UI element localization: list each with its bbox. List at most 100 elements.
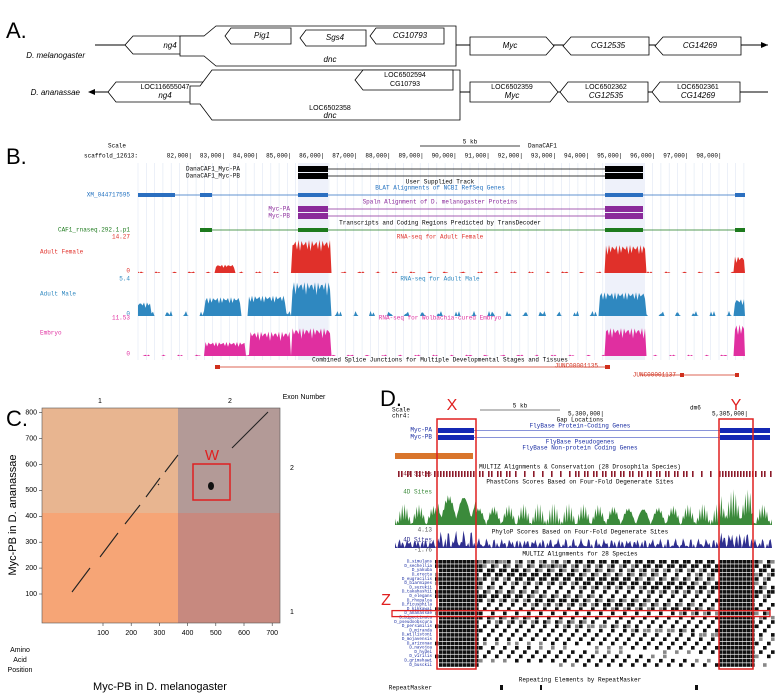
track-title: FlyBase Pseudogenes — [546, 439, 615, 446]
alignment-block — [719, 598, 723, 603]
alignment-block — [711, 577, 715, 581]
alignment-block — [531, 603, 535, 607]
alignment-block — [727, 568, 731, 573]
exon-number: 1 — [98, 398, 102, 405]
track-label: Adult Female — [40, 249, 84, 256]
alignment-block — [455, 577, 459, 581]
alignment-block — [463, 650, 467, 654]
alignment-block — [599, 568, 603, 573]
species-row: D_ananassae — [404, 612, 432, 616]
alignment-block — [451, 577, 455, 581]
alignment-block — [671, 594, 675, 598]
conservation-tick — [683, 471, 685, 477]
alignment-block — [703, 663, 707, 667]
alignment-block — [755, 654, 759, 659]
repeat-block — [695, 685, 698, 690]
alignment-block — [663, 607, 667, 611]
alignment-block — [595, 633, 599, 637]
alignment-block — [615, 603, 619, 607]
alignment-block — [463, 560, 467, 564]
alignment-block — [451, 611, 455, 616]
alignment-block — [443, 654, 447, 659]
alignment-block — [479, 598, 483, 603]
alignment-block — [507, 641, 511, 646]
conservation-tick — [749, 471, 751, 477]
alignment-block — [459, 564, 463, 568]
conservation-tick — [452, 471, 454, 477]
alignment-block — [451, 560, 455, 564]
alignment-block — [707, 590, 711, 594]
alignment-block — [619, 663, 623, 667]
alignment-block — [695, 594, 699, 598]
gene-name: Myc — [505, 91, 520, 100]
alignment-block — [527, 611, 531, 616]
alignment-block — [443, 633, 447, 637]
alignment-block — [487, 590, 491, 594]
conservation-tick — [524, 471, 526, 477]
alignment-block — [595, 650, 599, 654]
alignment-block — [543, 607, 547, 611]
alignment-block — [503, 581, 507, 586]
alignment-block — [647, 611, 651, 616]
gene-arrow — [562, 36, 650, 56]
alignment-block — [555, 620, 559, 624]
alignment-block — [463, 615, 467, 620]
conservation-tick — [497, 471, 499, 477]
alignment-block — [579, 585, 583, 590]
alignment-block — [491, 577, 495, 581]
alignment-block — [743, 658, 747, 663]
alignment-block — [647, 577, 651, 581]
alignment-block — [483, 590, 487, 594]
coordinate: 87,000| — [332, 153, 357, 160]
alignment-block — [467, 658, 471, 663]
coverage — [138, 324, 745, 356]
alignment-block — [515, 594, 519, 598]
alignment-block — [703, 633, 707, 637]
alignment-block — [563, 560, 567, 564]
alignment-block — [671, 590, 675, 594]
conservation-tick — [407, 471, 409, 477]
alignment-block — [683, 624, 687, 629]
alignment-block — [723, 637, 727, 641]
alignment-block — [571, 663, 575, 667]
alignment-block — [615, 624, 619, 629]
alignment-block — [443, 560, 447, 564]
alignment-block — [747, 564, 751, 568]
alignment-block — [503, 611, 507, 616]
alignment-block — [651, 585, 655, 590]
alignment-block — [471, 603, 475, 607]
alignment-block — [535, 620, 539, 624]
conservation-tick — [542, 471, 544, 477]
alignment-block — [719, 594, 723, 598]
alignment-block — [719, 585, 723, 590]
alignment-block — [471, 560, 475, 564]
alignment-block — [539, 641, 543, 646]
track-label: Embryo — [40, 330, 62, 337]
alignment-block — [567, 560, 571, 564]
alignment-block — [747, 603, 751, 607]
species-row: D_grimshawi — [404, 659, 432, 664]
alignment-block — [607, 615, 611, 620]
alignment-block — [743, 603, 747, 607]
alignment-block — [467, 633, 471, 637]
gene-name: Sgs4 — [326, 33, 345, 42]
alignment-block — [711, 607, 715, 611]
alignment-block — [471, 564, 475, 568]
alignment-block — [647, 624, 651, 629]
conservation-tick — [491, 471, 493, 477]
alignment-block — [547, 564, 551, 568]
alignment-block — [619, 615, 623, 620]
alignment-block — [723, 654, 727, 659]
alignment-block — [631, 564, 635, 568]
alignment-block — [539, 646, 543, 650]
alignment-block — [623, 624, 627, 629]
alignment-block — [471, 628, 475, 633]
alignment-block — [687, 572, 691, 577]
alignment-block — [447, 577, 451, 581]
alignment-block — [655, 646, 659, 650]
alignment-block — [587, 568, 591, 573]
alignment-block — [667, 585, 671, 590]
alignment-block — [663, 585, 667, 590]
alignment-block — [583, 603, 587, 607]
alignment-block — [507, 577, 511, 581]
